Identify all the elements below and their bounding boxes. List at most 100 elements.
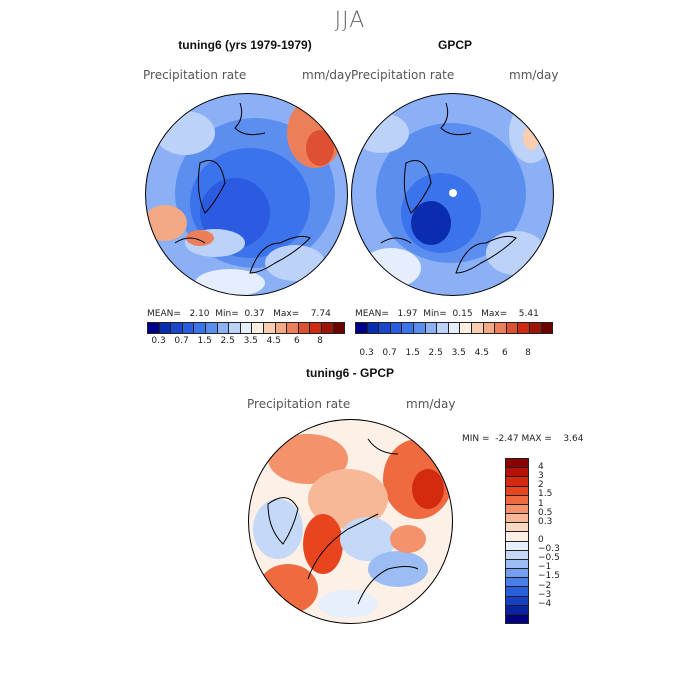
colorbar-swatch: [506, 504, 528, 515]
colorbar-tick-label: −0.3: [538, 544, 560, 555]
colorbar-swatch: [471, 323, 484, 333]
colorbar-swatch: [506, 578, 528, 588]
season-title: JJA: [334, 8, 366, 33]
colorbar-swatch: [506, 523, 528, 533]
colorbar-tick-label: −2: [538, 580, 552, 591]
colorbar-tick-label: −1.5: [538, 571, 560, 582]
colorbar-tick-label: −3: [538, 589, 552, 600]
colorbar-swatch: [506, 569, 528, 579]
colorbar-swatch: [506, 514, 528, 524]
colorbar-tick-label: −4: [538, 598, 552, 609]
colorbar-tick-label: 1.5: [197, 336, 212, 346]
colorbar-swatch: [182, 323, 195, 333]
colorbar-tick-label: 4.5: [266, 336, 281, 346]
colorbar-swatch: [310, 323, 322, 333]
colorbar-swatch: [217, 323, 230, 333]
panel1-stats: MEAN= 2.10 Min= 0.37 Max= 7.74: [147, 309, 331, 319]
colorbar-swatch: [506, 596, 528, 606]
colorbar-swatch: [367, 323, 380, 333]
colorbar-swatch: [518, 323, 530, 333]
diff-colorbar: [505, 458, 529, 624]
colorbar-swatch: [240, 323, 253, 333]
panel2-variable: Precipitation rate: [351, 68, 455, 82]
colorbar-swatch: [321, 323, 334, 333]
colorbar-tick-label: 3: [538, 471, 544, 482]
colorbar-swatch: [275, 323, 288, 333]
colorbar-swatch: [506, 323, 519, 333]
colorbar-tick-label: −0.5: [538, 553, 560, 564]
colorbar-tick-label: 0.3: [538, 516, 553, 527]
colorbar-tick-label: 4.5: [474, 348, 489, 358]
colorbar-tick-label: 3.5: [243, 336, 258, 346]
colorbar-swatch: [506, 532, 528, 542]
panel2-units: mm/day: [509, 68, 559, 82]
diff-polar-map: [248, 419, 453, 624]
colorbar-swatch: [506, 477, 528, 487]
colorbar-swatch: [506, 587, 528, 597]
colorbar-swatch: [437, 323, 449, 333]
colorbar-swatch: [506, 468, 528, 478]
panel1-units: mm/day: [302, 68, 352, 82]
colorbar-tick-label: 6: [294, 336, 300, 346]
colorbar-swatch: [506, 605, 528, 615]
colorbar-swatch: [448, 323, 461, 333]
colorbar-tick-label: 6: [502, 348, 508, 358]
colorbar-swatch: [148, 323, 160, 333]
colorbar-swatch: [252, 323, 264, 333]
colorbar-tick-label: 8: [317, 336, 323, 346]
diff-stats: MIN = -2.47 MAX = 3.64: [462, 434, 584, 444]
colorbar-tick-label: 3.5: [451, 348, 466, 358]
diff-colorbar-ticks: 4 3 2 1.5 1 0.5 0.3 0 −0.3 −0.5 −1 −1.5 −2 −3 −4: [538, 458, 578, 622]
panel1-title: tuning6 (yrs 1979-1979): [178, 38, 312, 52]
panel2-stats: MEAN= 1.97 Min= 0.15 Max= 5.41: [355, 309, 539, 319]
colorbar-swatch: [506, 550, 528, 560]
colorbar-swatch: [460, 323, 472, 333]
colorbar-swatch: [413, 323, 426, 333]
colorbar-swatch: [159, 323, 172, 333]
diff-units: mm/day: [406, 397, 456, 411]
colorbar-swatch: [356, 323, 368, 333]
colorbar-swatch: [205, 323, 218, 333]
colorbar-tick-label: 0.7: [382, 348, 397, 358]
colorbar-swatch: [298, 323, 311, 333]
colorbar-swatch: [287, 323, 299, 333]
panel2-title: GPCP: [437, 38, 472, 52]
panel1-variable: Precipitation rate: [143, 68, 247, 82]
colorbar-swatch: [506, 486, 528, 496]
colorbar-swatch: [506, 495, 528, 505]
colorbar-swatch: [529, 323, 542, 333]
colorbar-tick-label: 1.5: [538, 489, 553, 500]
colorbar-swatch: [390, 323, 403, 333]
colorbar-swatch: [506, 541, 528, 551]
colorbar-tick-label: 0.3: [151, 336, 166, 346]
colorbar-swatch: [379, 323, 391, 333]
colorbar-tick-label: 1: [538, 498, 544, 509]
colorbar-tick-label: 2.5: [220, 336, 235, 346]
colorbar-swatch: [263, 323, 276, 333]
colorbar-swatch: [333, 323, 345, 333]
diff-variable: Precipitation rate: [247, 397, 351, 411]
colorbar-swatch: [171, 323, 183, 333]
colorbar-tick-label: 0.7: [174, 336, 189, 346]
colorbar-tick-label: 2: [538, 480, 544, 491]
diff-title: tuning6 - GPCP: [306, 366, 394, 380]
colorbar-swatch: [483, 323, 496, 333]
colorbar-swatch: [402, 323, 414, 333]
panel1-colorbar: [147, 322, 345, 334]
panel2-colorbar: [355, 322, 553, 334]
colorbar-tick-label: 0.5: [538, 507, 553, 518]
colorbar-swatch: [495, 323, 507, 333]
panel2-polar-map: [351, 93, 554, 296]
colorbar-tick-label: 8: [525, 348, 531, 358]
colorbar-tick-label: 2.5: [428, 348, 443, 358]
panel1-colorbar-ticks: 0.3 0.7 1.5 2.5 3.5 4.5 6 8: [147, 336, 343, 348]
colorbar-swatch: [506, 614, 528, 624]
colorbar-tick-label: 1.5: [405, 348, 420, 358]
colorbar-swatch: [506, 459, 528, 469]
colorbar-swatch: [541, 323, 553, 333]
panel1-polar-map: [145, 93, 348, 296]
colorbar-tick-label: −1: [538, 562, 552, 573]
colorbar-tick-label: 0: [538, 535, 544, 545]
colorbar-swatch: [229, 323, 241, 333]
colorbar-tick-label: 0.3: [359, 348, 374, 358]
